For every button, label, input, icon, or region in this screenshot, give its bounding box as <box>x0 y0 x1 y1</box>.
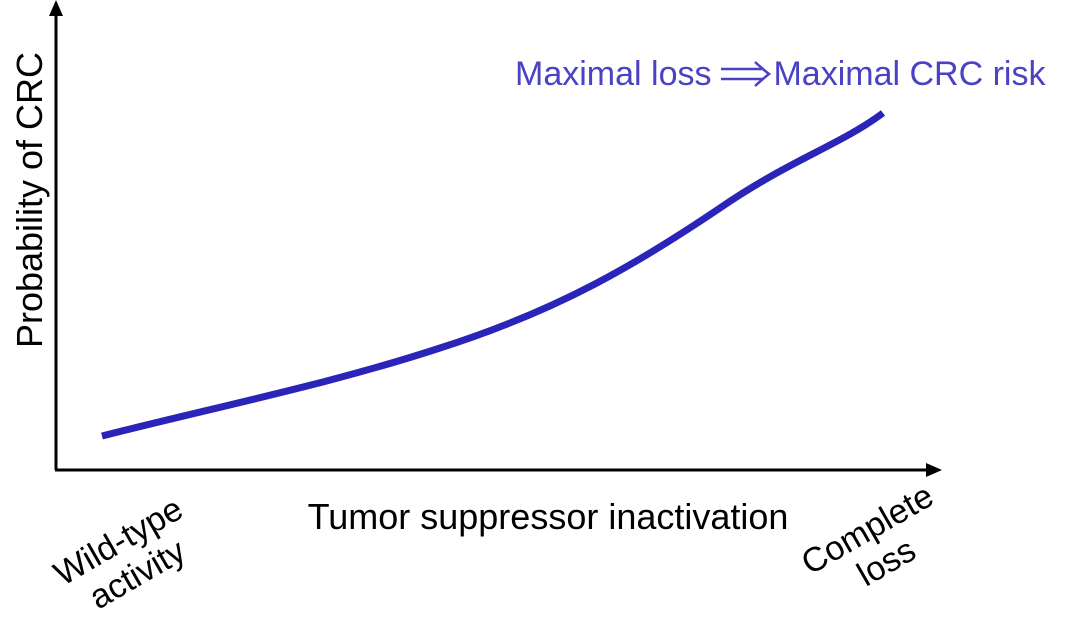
risk-annotation: Maximal loss Maximal CRC risk <box>515 57 1045 91</box>
annotation-right-text: Maximal CRC risk <box>773 55 1046 93</box>
y-axis-arrowhead <box>49 0 63 16</box>
implies-arrow-icon <box>721 59 772 89</box>
y-axis-label: Probability of CRC <box>9 51 50 349</box>
x-axis-arrowhead <box>926 463 942 477</box>
risk-curve <box>101 110 886 440</box>
annotation-left-text: Maximal loss <box>515 55 712 93</box>
x-axis-label: Tumor suppressor inactivation <box>307 496 789 537</box>
